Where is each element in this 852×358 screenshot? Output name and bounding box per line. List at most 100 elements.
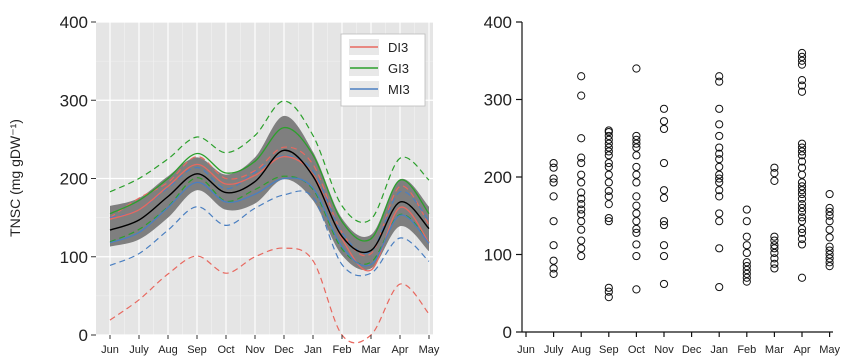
scatter-point — [549, 192, 558, 201]
scatter-point — [797, 224, 807, 234]
scatter-point — [549, 256, 558, 265]
x-tick-label: Nov — [245, 344, 265, 356]
scatter-point — [825, 207, 834, 216]
scatter-point — [825, 242, 834, 251]
scatter-point — [715, 217, 724, 226]
scatter-point — [715, 178, 724, 187]
scatter-point — [770, 163, 779, 172]
scatter-point — [715, 104, 724, 113]
scatter-point — [577, 170, 586, 179]
scatter-point — [604, 287, 613, 296]
envelope-di3-lower — [109, 247, 430, 344]
scatter-point — [797, 48, 807, 58]
scatter-point — [797, 143, 807, 152]
y-tick-label: 300 — [60, 91, 88, 110]
scatter-point — [549, 241, 558, 250]
scatter-point — [797, 213, 807, 222]
scatter-point — [715, 120, 724, 129]
scatter-point — [577, 134, 586, 143]
legend-label: GI3 — [388, 61, 409, 76]
y-tick-label: 0 — [503, 323, 512, 342]
series-line-mi3 — [109, 177, 430, 267]
scatter-point — [604, 178, 613, 187]
scatter-point — [825, 225, 834, 234]
scatter-point — [742, 217, 751, 226]
series-lines — [109, 100, 430, 344]
scatter-point — [659, 217, 669, 226]
scatter-point — [632, 131, 641, 141]
left-chart: 0 100 200 300 400 Jun July Aug Sep Oct Nov Dec Jan Fe… — [7, 13, 440, 356]
y-tick-label: 300 — [484, 91, 512, 110]
scatter-point — [715, 77, 724, 86]
scatter-point — [577, 91, 586, 100]
scatter-point — [604, 192, 613, 201]
scatter-point — [797, 147, 807, 156]
x-tick-label: July — [129, 344, 149, 356]
x-tick-label: Sep — [599, 344, 619, 356]
scatter-point — [825, 254, 834, 263]
y-axis-label: TNSC (mg gDW⁻¹) — [7, 119, 23, 237]
scatter-point — [659, 193, 669, 203]
scatter-point — [797, 56, 807, 65]
scatter-point — [632, 228, 641, 237]
scatter-point — [577, 225, 586, 234]
scatter-point — [659, 251, 669, 261]
scatter-point — [549, 264, 558, 273]
scatter-point — [770, 241, 779, 250]
scatter-point — [604, 147, 613, 156]
scatter-point — [632, 135, 641, 144]
scatter-point — [549, 178, 558, 187]
scatter-point — [825, 211, 834, 220]
scatter-point — [632, 170, 641, 179]
scatter-point — [549, 269, 558, 278]
scatter-point — [825, 246, 834, 255]
envelope-di3-upper — [109, 146, 430, 257]
scatter-points — [549, 48, 834, 302]
scatter-point — [742, 232, 751, 241]
scatter-point — [577, 217, 586, 226]
scatter-point — [742, 241, 751, 250]
left-axes: 0 100 200 300 400 Jun July Aug Sep Oct Nov Dec Jan Fe… — [60, 13, 440, 356]
scatter-point — [604, 126, 613, 135]
scatter-point — [577, 244, 586, 253]
y-tick-label: 0 — [79, 326, 88, 345]
scatter-point — [742, 273, 751, 282]
scatter-point — [797, 273, 807, 282]
scatter-point — [715, 143, 724, 152]
scatter-point — [797, 76, 807, 85]
x-tick-label: Aug — [571, 344, 591, 356]
scatter-point — [549, 158, 558, 168]
x-tick-label: Apr — [793, 344, 810, 356]
scatter-point — [797, 157, 807, 166]
scatter-point — [659, 124, 669, 134]
scatter-point — [797, 163, 807, 172]
scatter-point — [797, 186, 807, 195]
scatter-point — [770, 176, 779, 185]
y-tick-label: 400 — [60, 13, 88, 32]
scatter-point — [797, 81, 807, 90]
x-tick-label: Dec — [682, 344, 702, 356]
scatter-point — [715, 72, 724, 81]
series-line-gi3 — [109, 126, 430, 242]
envelope-mi3-lower — [109, 190, 430, 277]
scatter-point — [659, 220, 669, 230]
scatter-point — [797, 189, 807, 199]
x-tick-label: Oct — [217, 344, 234, 356]
scatter-point — [659, 279, 669, 289]
scatter-point — [632, 143, 641, 152]
scatter-point — [604, 151, 613, 160]
x-tick-label: Aug — [158, 344, 178, 356]
y-tick-label: 200 — [484, 168, 512, 187]
scatter-point — [715, 170, 724, 179]
scatter-point — [742, 269, 751, 278]
scatter-point — [797, 234, 807, 244]
scatter-point — [604, 139, 613, 148]
legend-label: DI3 — [388, 40, 408, 55]
x-tick-label: Jan — [304, 344, 322, 356]
scatter-point — [742, 205, 751, 214]
scatter-point — [825, 258, 834, 267]
scatter-point — [797, 178, 807, 187]
scatter-point — [659, 117, 669, 126]
scatter-point — [577, 236, 586, 245]
